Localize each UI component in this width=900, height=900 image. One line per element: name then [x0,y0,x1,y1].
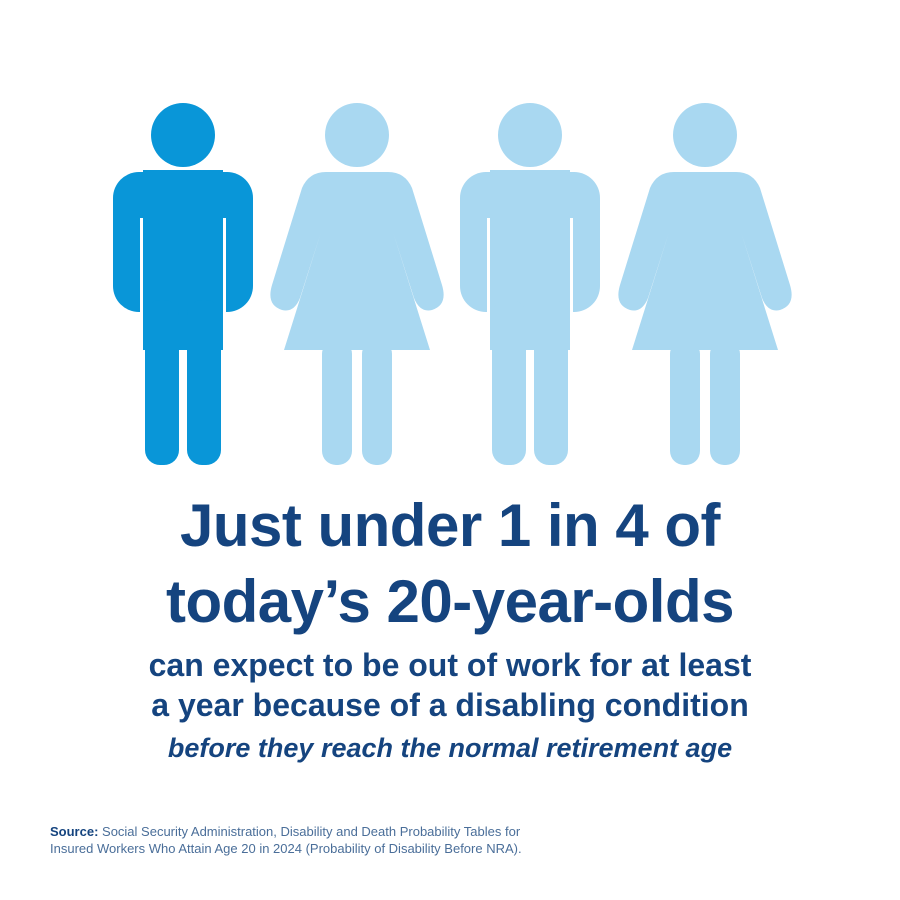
headline-line-2: today’s 20-year-olds [166,568,735,635]
subhead-line-1: can expect to be out of work for at leas… [148,647,752,683]
female-person-icon [618,103,792,465]
source-label: Source: [50,824,99,839]
male-person-icon-highlighted [113,103,253,465]
people-icons [113,103,792,465]
headline-line-1: Just under 1 in 4 of [179,492,721,559]
source-citation: Source: Social Security Administration, … [50,823,530,857]
male-person-icon [460,103,600,465]
subhead-line-2: a year because of a disabling condition [151,687,749,723]
female-person-icon [270,103,444,465]
retirement-age-note: before they reach the normal retirement … [167,733,733,763]
source-text: Social Security Administration, Disabili… [50,824,522,856]
